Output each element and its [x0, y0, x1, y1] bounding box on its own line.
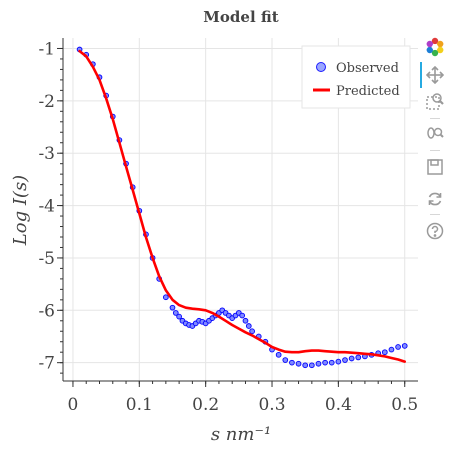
observed-point [356, 355, 361, 360]
pan-icon[interactable] [424, 64, 446, 86]
x-tick-label: 0.4 [325, 395, 352, 415]
toolbar-separator [430, 118, 440, 119]
toolbar-separator [430, 214, 440, 215]
active-tool-indicator [420, 62, 422, 88]
observed-point [163, 295, 168, 300]
observed-point [309, 363, 314, 368]
observed-point [290, 360, 295, 365]
observed-point [389, 347, 394, 352]
observed-point [303, 363, 308, 368]
observed-point [283, 358, 288, 363]
legend-marker-observed [317, 63, 326, 72]
observed-point [336, 359, 341, 364]
toolbar-separator [430, 150, 440, 151]
observed-point [240, 313, 245, 318]
chart-toolbar [420, 34, 450, 244]
observed-point [349, 356, 354, 361]
observed-point [246, 324, 251, 329]
observed-point [276, 352, 281, 357]
observed-point [170, 305, 175, 310]
reset-icon[interactable] [424, 188, 446, 210]
observed-point [177, 314, 182, 319]
save-icon[interactable] [424, 156, 446, 178]
x-tick-label: 0.1 [126, 395, 153, 415]
x-tick-label: 0 [68, 395, 79, 415]
chart-title: Model fit [203, 8, 278, 26]
x-axis-label: s nm⁻¹ [211, 424, 271, 445]
observed-point [382, 350, 387, 355]
x-tick-label: 0.5 [391, 395, 418, 415]
y-axis-label: Log I(s) [10, 175, 31, 246]
legend: Observed Predicted [302, 46, 410, 108]
observed-point [402, 344, 407, 349]
y-tick-label: -6 [38, 301, 55, 321]
y-tick-label: -7 [38, 354, 55, 374]
y-tick-label: -3 [38, 144, 55, 164]
legend-label-observed: Observed [336, 61, 399, 76]
y-tick-label: -1 [38, 39, 55, 59]
observed-point [343, 358, 348, 363]
wheel-zoom-icon[interactable] [424, 122, 446, 144]
observed-point [316, 361, 321, 366]
observed-point [250, 329, 255, 334]
observed-point [396, 345, 401, 350]
bokeh-logo-icon[interactable] [424, 36, 446, 58]
y-tick-label: -5 [38, 249, 55, 269]
y-axis-ticks: -1 -2 -3 -4 -5 -6 -7 [38, 39, 63, 373]
observed-point [329, 360, 334, 365]
legend-label-predicted: Predicted [336, 84, 400, 99]
y-tick-label: -2 [38, 92, 55, 112]
help-icon[interactable] [424, 220, 446, 242]
box-zoom-icon[interactable] [424, 90, 446, 112]
observed-point [323, 360, 328, 365]
x-tick-label: 0.3 [258, 395, 285, 415]
y-tick-label: -4 [38, 197, 55, 217]
x-axis-ticks: 0 0.1 0.2 0.3 0.4 0.5 [68, 381, 419, 415]
observed-point [243, 318, 248, 323]
observed-point [296, 361, 301, 366]
x-tick-label: 0.2 [192, 395, 219, 415]
